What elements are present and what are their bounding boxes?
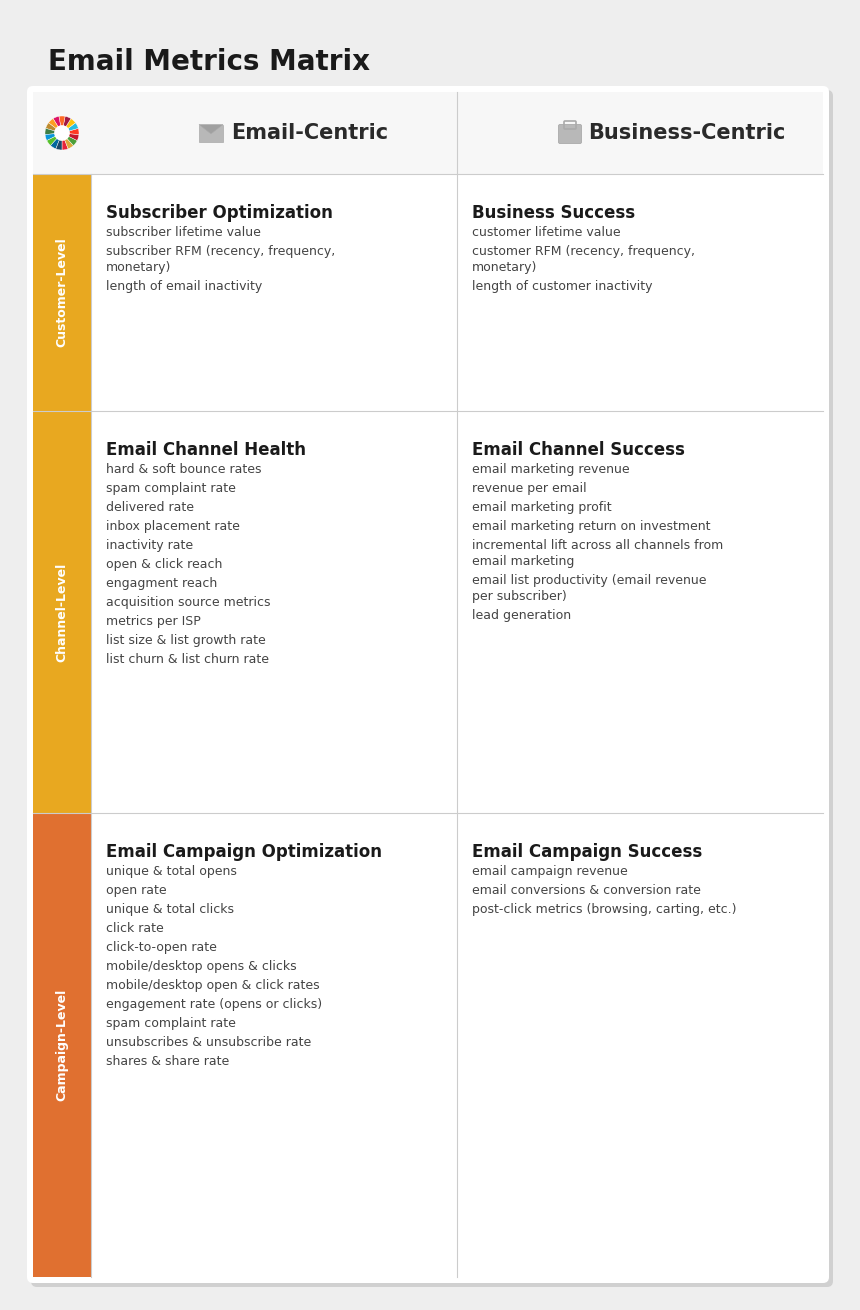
Bar <box>33 411 91 814</box>
Text: Customer-Level: Customer-Level <box>56 237 69 347</box>
Wedge shape <box>62 123 78 134</box>
Text: monetary): monetary) <box>472 261 538 274</box>
Wedge shape <box>45 128 62 135</box>
Text: Email Metrics Matrix: Email Metrics Matrix <box>48 48 370 76</box>
Wedge shape <box>51 134 62 149</box>
Wedge shape <box>56 134 62 151</box>
Bar <box>33 174 91 411</box>
Text: unique & total clicks: unique & total clicks <box>106 903 234 916</box>
Text: Subscriber Optimization: Subscriber Optimization <box>106 204 333 221</box>
Wedge shape <box>62 134 79 140</box>
FancyBboxPatch shape <box>558 124 581 144</box>
Text: monetary): monetary) <box>106 261 171 274</box>
Text: click rate: click rate <box>106 922 163 935</box>
Text: unique & total opens: unique & total opens <box>106 865 237 878</box>
Text: Email Channel Success: Email Channel Success <box>472 441 685 458</box>
Text: acquisition source metrics: acquisition source metrics <box>106 596 271 609</box>
Text: mobile/desktop opens & clicks: mobile/desktop opens & clicks <box>106 960 297 973</box>
FancyBboxPatch shape <box>27 86 829 1282</box>
Text: revenue per email: revenue per email <box>472 482 587 495</box>
Text: Campaign-Level: Campaign-Level <box>56 989 69 1102</box>
Wedge shape <box>46 123 62 134</box>
Wedge shape <box>62 134 68 151</box>
Text: metrics per ISP: metrics per ISP <box>106 614 200 627</box>
Bar <box>199 124 223 141</box>
Text: spam complaint rate: spam complaint rate <box>106 482 236 495</box>
Wedge shape <box>58 117 65 134</box>
Wedge shape <box>62 128 79 135</box>
Text: email marketing: email marketing <box>472 555 574 569</box>
Text: inbox placement rate: inbox placement rate <box>106 520 240 533</box>
Text: Email Channel Health: Email Channel Health <box>106 441 306 458</box>
Wedge shape <box>53 117 62 134</box>
Text: length of customer inactivity: length of customer inactivity <box>472 280 653 293</box>
Text: Business Success: Business Success <box>472 204 636 221</box>
Wedge shape <box>62 134 73 149</box>
Text: email marketing profit: email marketing profit <box>472 500 611 514</box>
Text: email campaign revenue: email campaign revenue <box>472 865 628 878</box>
Text: email marketing return on investment: email marketing return on investment <box>472 520 710 533</box>
Text: list churn & list churn rate: list churn & list churn rate <box>106 652 269 665</box>
Text: click-to-open rate: click-to-open rate <box>106 941 217 954</box>
Text: email marketing revenue: email marketing revenue <box>472 462 630 476</box>
Bar <box>33 814 91 1277</box>
Wedge shape <box>62 134 77 145</box>
Text: subscriber RFM (recency, frequency,: subscriber RFM (recency, frequency, <box>106 245 335 258</box>
Text: list size & list growth rate: list size & list growth rate <box>106 634 266 647</box>
Circle shape <box>55 126 69 140</box>
Wedge shape <box>62 117 71 134</box>
Text: engagment reach: engagment reach <box>106 576 218 590</box>
Text: delivered rate: delivered rate <box>106 500 194 514</box>
Text: customer lifetime value: customer lifetime value <box>472 227 621 238</box>
Text: mobile/desktop open & click rates: mobile/desktop open & click rates <box>106 979 320 992</box>
Wedge shape <box>48 118 62 134</box>
Text: open rate: open rate <box>106 884 167 897</box>
Text: Business-Centric: Business-Centric <box>588 123 785 143</box>
Text: shares & share rate: shares & share rate <box>106 1055 230 1068</box>
Text: open & click reach: open & click reach <box>106 558 223 571</box>
Text: Email-Centric: Email-Centric <box>231 123 388 143</box>
FancyBboxPatch shape <box>31 90 833 1286</box>
Polygon shape <box>199 124 223 134</box>
Wedge shape <box>62 118 76 134</box>
Text: lead generation: lead generation <box>472 609 571 622</box>
Text: length of email inactivity: length of email inactivity <box>106 280 262 293</box>
Text: incremental lift across all channels from: incremental lift across all channels fro… <box>472 538 723 552</box>
Wedge shape <box>46 134 62 145</box>
Text: Email Campaign Success: Email Campaign Success <box>472 844 703 861</box>
Text: per subscriber): per subscriber) <box>472 590 567 603</box>
Text: hard & soft bounce rates: hard & soft bounce rates <box>106 462 261 476</box>
Bar <box>33 92 823 174</box>
Text: unsubscribes & unsubscribe rate: unsubscribes & unsubscribe rate <box>106 1036 311 1049</box>
Text: Channel-Level: Channel-Level <box>56 562 69 662</box>
Text: engagement rate (opens or clicks): engagement rate (opens or clicks) <box>106 998 322 1011</box>
Text: email conversions & conversion rate: email conversions & conversion rate <box>472 884 701 897</box>
Text: inactivity rate: inactivity rate <box>106 538 194 552</box>
Wedge shape <box>45 134 62 140</box>
Text: spam complaint rate: spam complaint rate <box>106 1017 236 1030</box>
Text: Email Campaign Optimization: Email Campaign Optimization <box>106 844 382 861</box>
Text: customer RFM (recency, frequency,: customer RFM (recency, frequency, <box>472 245 695 258</box>
Text: post-click metrics (browsing, carting, etc.): post-click metrics (browsing, carting, e… <box>472 903 736 916</box>
Text: email list productivity (email revenue: email list productivity (email revenue <box>472 574 707 587</box>
Text: subscriber lifetime value: subscriber lifetime value <box>106 227 261 238</box>
